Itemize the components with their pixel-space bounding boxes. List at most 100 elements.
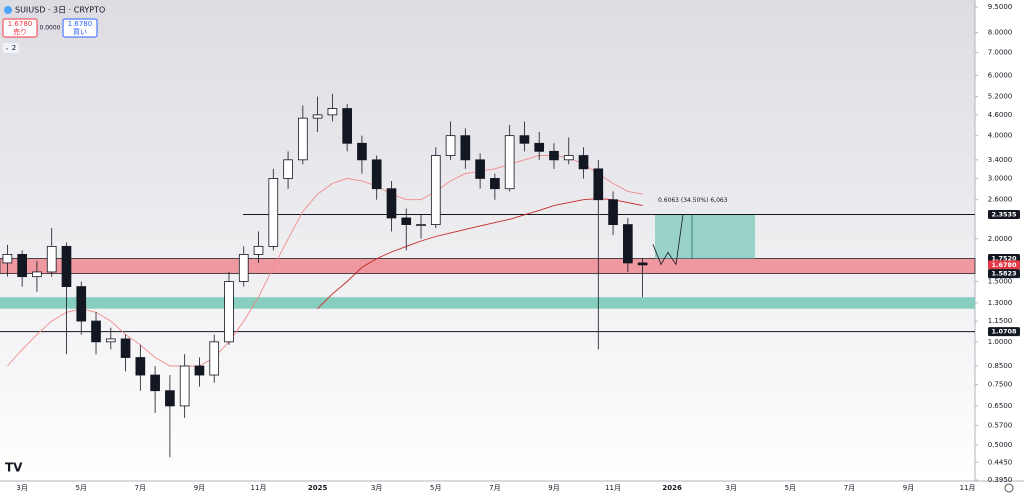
candle-body: [165, 390, 175, 407]
axes: 3月 5月 7月 9月 11月 2025 3月 5月 7月 9月 11月 2026 3月 5月 7月 9月 11…: [16, 3, 1020, 492]
candle-body: [91, 320, 101, 343]
plot-area: 0.6063 (34.50%) 6,063: [0, 93, 976, 458]
candle-body: [593, 168, 604, 201]
projection-box: [655, 214, 755, 259]
candle-body: [460, 135, 471, 161]
x-tick-label: 9月: [194, 484, 205, 492]
candle-body: [2, 254, 13, 264]
sell-button[interactable]: [2, 18, 38, 38]
candle-body: [430, 155, 441, 225]
indicator-toggle[interactable]: [3, 43, 19, 53]
candle-body: [342, 108, 352, 144]
y-tick-label: 0.4450: [988, 458, 1013, 466]
spread: 0.0000: [40, 25, 61, 32]
candle-body: [76, 286, 87, 322]
buy-button[interactable]: [62, 18, 98, 38]
y-tick-label: 3.0000: [988, 174, 1013, 182]
price-tag-label: 1.6780: [991, 261, 1017, 269]
candle-body: [578, 155, 589, 170]
candle-body: [253, 245, 264, 255]
x-tick-label: 5月: [430, 484, 441, 492]
candle-body: [283, 159, 293, 179]
candle-body: [327, 108, 338, 116]
x-tick-label: 7月: [489, 484, 500, 492]
zone: [0, 297, 975, 309]
y-tick-label: 1.5000: [988, 278, 1013, 286]
price-tag: [988, 260, 1020, 270]
symbol-title[interactable]: SUIUSD · 3日 · CRYPTO: [15, 6, 105, 15]
x-tick-label: 3月: [16, 484, 27, 492]
projection-label: 0.6063 (34.50%) 6,063: [658, 197, 728, 204]
x-tick-label: 9月: [548, 484, 559, 492]
candle-body: [17, 254, 27, 278]
candle-body: [445, 135, 456, 156]
y-tick-label: 0.6500: [988, 402, 1013, 410]
y-tick-label: 1.1500: [988, 317, 1013, 325]
y-tick-label: 0.8500: [988, 362, 1013, 370]
candle-body: [416, 224, 426, 226]
x-tick-label: 3月: [371, 484, 382, 492]
y-tick-label: 0.5700: [988, 421, 1013, 429]
zone: [0, 258, 976, 274]
x-tick-label: 2025: [308, 484, 328, 492]
moving-average: [7, 155, 643, 367]
buy-label: 買い: [73, 28, 87, 36]
candle-body: [312, 114, 323, 119]
candle-body: [298, 117, 308, 161]
plot-background: [0, 0, 975, 481]
y-tick-label: 2.0000: [988, 235, 1013, 243]
price-tag: [988, 269, 1020, 279]
y-tick-label: 1.0000: [988, 338, 1013, 346]
price-tag: [988, 327, 1020, 337]
y-tick-label: 7.0000: [988, 48, 1013, 56]
price-tag: [988, 210, 1020, 220]
candle-body: [623, 224, 633, 264]
x-tick-label: 3月: [726, 484, 737, 492]
candle-body: [135, 357, 146, 376]
x-tick-label: 11月: [960, 484, 976, 492]
price-tag-label: 2.3535: [991, 211, 1017, 219]
candle-body: [209, 341, 220, 376]
candle-body: [386, 188, 397, 219]
y-tick-label: 0.5000: [988, 441, 1013, 449]
candle-body: [549, 150, 559, 161]
candle-body: [519, 135, 530, 144]
x-tick-label: 7月: [135, 484, 146, 492]
logo: TV: [5, 461, 23, 475]
x-tick-label: 7月: [844, 484, 855, 492]
candle-body: [150, 374, 160, 392]
price-tag-label: 1.7520: [991, 254, 1017, 262]
x-tick-label: 9月: [903, 484, 914, 492]
y-tick-label: 8.0000: [988, 29, 1013, 37]
x-tick-label: 2026: [662, 484, 682, 492]
candle-body: [563, 155, 574, 161]
y-tick-label: 2.6000: [988, 196, 1013, 204]
y-tick-label: 4.0000: [988, 132, 1013, 140]
sell-price: 1.6780: [8, 20, 33, 28]
candle-body: [61, 245, 72, 287]
candle-body: [105, 338, 116, 343]
candle-body: [637, 262, 648, 266]
indicator-count: 2: [12, 44, 16, 52]
y-tick-label: 1.3000: [988, 299, 1013, 307]
candle-body: [401, 217, 412, 225]
candle-body: [534, 142, 545, 152]
candle-body: [608, 199, 618, 225]
y-tick-label: 6.0000: [988, 71, 1013, 79]
y-tick-label: 0.7500: [988, 381, 1013, 389]
x-tick-label: 11月: [251, 484, 267, 492]
candle-body: [194, 365, 205, 376]
sell-label: 売り: [13, 27, 27, 36]
x-tick-label: 5月: [785, 484, 796, 492]
y-tick-label: 0.3950: [988, 476, 1013, 484]
candle-body: [179, 365, 190, 407]
price-tag-label: 1.0708: [991, 328, 1017, 336]
settings-icon[interactable]: [1004, 483, 1014, 493]
candle-body: [224, 281, 234, 343]
y-tick-label: 5.2000: [988, 93, 1013, 101]
chevron: ⌄: [5, 46, 9, 52]
candle-body: [32, 271, 42, 278]
candle-body: [475, 159, 485, 179]
